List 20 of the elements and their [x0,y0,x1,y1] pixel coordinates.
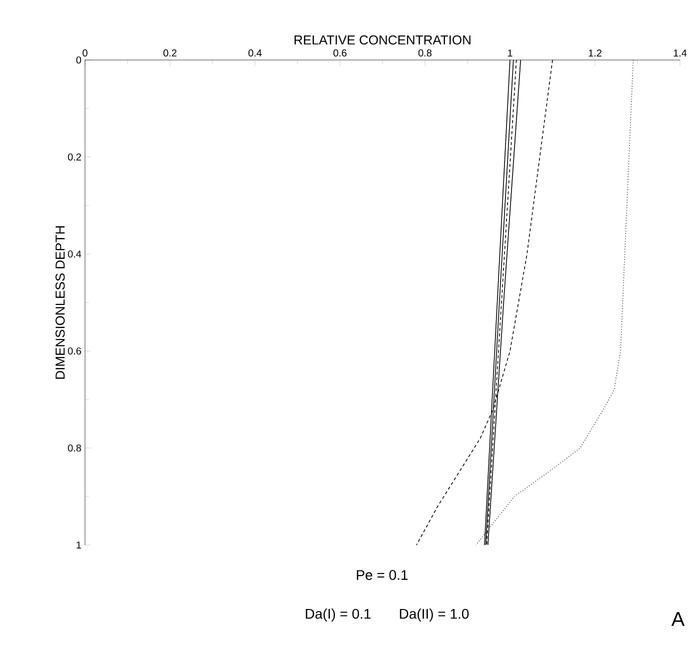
y-tick-label: 0 [76,56,82,64]
x-tick-label: 0.6 [333,49,347,56]
x-tick-label: 0.8 [418,49,432,56]
x-tick-label: 0.2 [163,49,176,56]
y-tick-label: 0.6 [68,347,82,355]
text: Pe = 0.1 [356,570,408,580]
y-tick-label: 0.8 [68,444,82,452]
y-tick-label: 1 [76,542,81,548]
x-tick-label: 1 [508,50,512,56]
x-tick-label: 1.2 [588,49,602,56]
x-tick-label: 1.4 [674,50,687,56]
y-tick-label: 0.2 [68,153,81,161]
text: A [671,612,685,626]
x-tick-label: 0 [82,49,88,56]
x-tick-label: 0.4 [248,49,262,56]
y-tick-label: 0.4 [68,250,82,258]
x-axis-title: RELATIVE CONCENTRATION [294,35,470,45]
y-axis-title: DIMENSIONLESS DEPTH [56,226,65,379]
text: Da(I) = 0.1 [306,608,371,622]
text: Da(II) = 1.0 [400,608,469,622]
